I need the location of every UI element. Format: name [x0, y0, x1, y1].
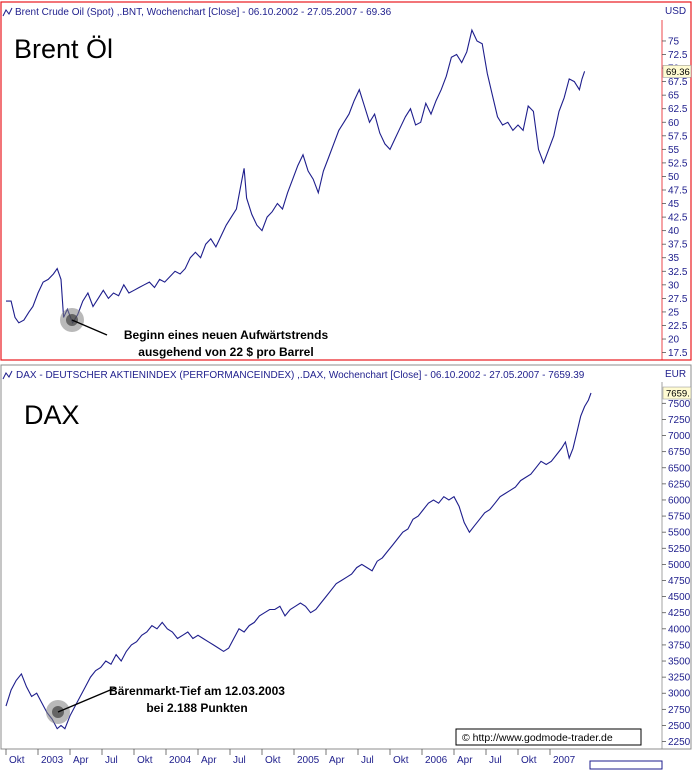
dax-annotation-pointer [57, 687, 116, 713]
brent-y-tick-label: 22.5 [668, 321, 688, 332]
brent-y-tick-label: 30 [668, 280, 680, 291]
dax-y-tick-label: 3000 [668, 689, 691, 700]
dax-panel: DAX - DEUTSCHER AKTIENINDEX (PERFORMANCE… [0, 364, 692, 750]
brent-big-title: Brent Öl [14, 34, 113, 64]
dax-y-tick-label: 2500 [668, 721, 691, 732]
dax-y-tick-label: 3250 [668, 673, 691, 684]
brent-y-tick-label: 25 [668, 307, 680, 318]
x-axis: Okt 2003 Apr Jul Okt 2004 Apr Jul Okt 2005 Apr Jul O… [5, 749, 576, 766]
brent-y-tick-label: 50 [668, 172, 680, 183]
brent-annotation-line-2: ausgehend von 22 $ pro Barrel [138, 345, 313, 359]
brent-header: Brent Crude Oil (Spot) ,.BNT, Wochenchar… [15, 7, 392, 18]
x-tick-label: 2005 [297, 755, 320, 766]
dax-y-tick-label: 6000 [668, 495, 691, 506]
x-tick-label: 2004 [169, 755, 192, 766]
x-tick-label: Apr [329, 755, 345, 766]
brent-unit-label: USD [665, 6, 686, 17]
dax-big-title: DAX [24, 400, 80, 430]
line-chart-icon [2, 7, 13, 17]
brent-y-tick-label: 45 [668, 199, 680, 210]
line-chart-icon [2, 370, 13, 380]
dax-y-tick-label: 3750 [668, 640, 691, 651]
dax-y-tick-label: 4750 [668, 576, 691, 587]
x-tick-label: Okt [521, 755, 537, 766]
brent-last-value-box [662, 65, 692, 78]
dax-y-tick-label: 2250 [668, 737, 691, 748]
dax-y-tick-label: 7500 [668, 399, 691, 410]
dax-y-tick-label: 6750 [668, 447, 691, 458]
dax-y-tick-label: 4000 [668, 624, 691, 635]
x-tick-label: Jul [361, 755, 374, 766]
dax-y-tick-label: 4250 [668, 608, 691, 619]
dax-y-tick-label: 4500 [668, 592, 691, 603]
brent-y-tick-label: 67.5 [668, 77, 688, 88]
dax-y-tick-label: 5500 [668, 528, 691, 539]
dax-header: DAX - DEUTSCHER AKTIENINDEX (PERFORMANCE… [16, 370, 585, 381]
dax-annotation-line-2: bei 2.188 Punkten [146, 701, 247, 715]
brent-y-tick-label: 27.5 [668, 294, 688, 305]
brent-y-tick-label: 62.5 [668, 104, 688, 115]
x-tick-label: 2007 [553, 755, 576, 766]
brent-series-line [6, 28, 586, 325]
dax-y-axis: 2250 2500 2750 3000 3250 3500 3750 4000 4250 4500… [662, 399, 691, 748]
copyright-box [455, 728, 642, 746]
brent-panel-frame [0, 1, 692, 361]
brent-y-tick-label: 35 [668, 253, 680, 264]
x-tick-label: Jul [105, 755, 118, 766]
brent-last-value: 69.36 [666, 67, 690, 78]
x-tick-label: Okt [137, 755, 153, 766]
x-tick-label: Jul [489, 755, 502, 766]
brent-annotation-line-1: Beginn eines neuen Aufwärtstrends [124, 328, 329, 342]
dax-last-value: 7659. [666, 389, 690, 400]
brent-annotation-pointer [71, 319, 108, 336]
x-tick-label: Apr [201, 755, 217, 766]
x-tick-label: Okt [9, 755, 25, 766]
dax-y-tick-label: 5750 [668, 512, 691, 523]
brent-y-tick-label: 55 [668, 145, 680, 156]
x-tick-label: Okt [393, 755, 409, 766]
brent-y-tick-label: 57.5 [668, 131, 688, 142]
dax-y-tick-label: 5000 [668, 560, 691, 571]
brent-y-tick-label: 20 [668, 335, 680, 346]
dax-last-value-box [662, 386, 692, 400]
brent-y-tick-label: 52.5 [668, 158, 688, 169]
brent-y-tick-label: 65 [668, 91, 680, 102]
x-tick-label: Apr [457, 755, 473, 766]
copyright-text: © http://www.godmode-trader.de [462, 732, 613, 744]
brent-y-tick-label: 72.5 [668, 50, 688, 61]
brent-y-tick-label: 47.5 [668, 186, 688, 197]
brent-y-tick-label: 37.5 [668, 240, 688, 251]
brent-y-tick-label: 17.5 [668, 348, 688, 359]
dax-unit-label: EUR [665, 369, 686, 380]
brent-y-tick-label: 42.5 [668, 213, 688, 224]
dax-y-tick-label: 5250 [668, 544, 691, 555]
dax-annotation-line-1: Bärenmarkt-Tief am 12.03.2003 [109, 684, 285, 698]
x-tick-label: 2003 [41, 755, 64, 766]
dax-y-tick-label: 7250 [668, 415, 691, 426]
dax-panel-frame [0, 364, 692, 750]
dax-y-tick-label: 7000 [668, 431, 691, 442]
brent-y-tick-label: 40 [668, 226, 680, 237]
brent-panel: Brent Crude Oil (Spot) ,.BNT, Wochenchar… [0, 1, 692, 361]
dax-series-line [5, 392, 592, 730]
dax-y-tick-label: 3500 [668, 657, 691, 668]
x-tick-label: Okt [265, 755, 281, 766]
dax-y-tick-label: 6500 [668, 463, 691, 474]
x-tick-label: Apr [73, 755, 89, 766]
dax-y-tick-label: 6250 [668, 479, 691, 490]
scrollbar-thumb[interactable] [589, 760, 663, 770]
brent-y-tick-label: 60 [668, 118, 680, 129]
brent-y-tick-label: 75 [668, 36, 680, 47]
dax-y-tick-label: 2750 [668, 705, 691, 716]
brent-y-axis: 17.5 20 22.5 25 27.5 30 32.5 35 37.5 40 42.5 45 47.5… [662, 36, 688, 359]
brent-y-tick-label: 32.5 [668, 267, 688, 278]
x-tick-label: 2006 [425, 755, 448, 766]
x-tick-label: Jul [233, 755, 246, 766]
